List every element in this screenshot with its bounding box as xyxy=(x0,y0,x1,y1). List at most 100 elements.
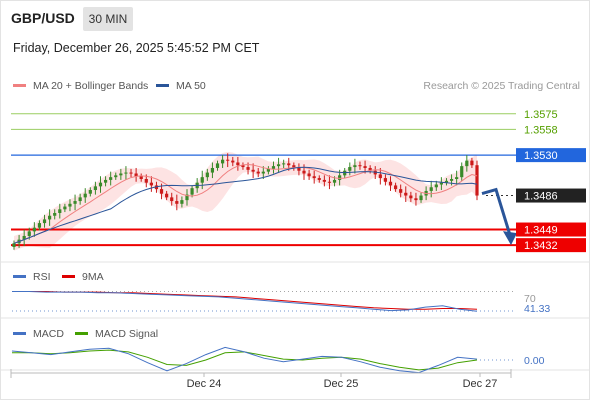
candle xyxy=(404,186,408,202)
candle-body xyxy=(12,243,16,247)
ma50-swatch xyxy=(156,84,169,87)
bollinger-bands xyxy=(14,151,477,251)
legend-label-9ma: 9MA xyxy=(82,271,104,283)
candle-body xyxy=(78,197,82,202)
candle xyxy=(205,168,209,181)
candle xyxy=(276,157,281,173)
candle-body xyxy=(119,173,123,176)
candle-body xyxy=(42,219,47,224)
candle-body xyxy=(460,166,464,178)
candle xyxy=(317,175,321,183)
candle xyxy=(465,155,469,172)
projection-arrow-line xyxy=(481,187,512,236)
candle xyxy=(470,157,474,168)
candle-body xyxy=(226,159,230,161)
rsi-last-value: 41.33 xyxy=(524,303,550,315)
candle-body xyxy=(27,231,31,236)
candle-body xyxy=(236,162,240,166)
candle-body xyxy=(388,181,393,186)
candle-body xyxy=(98,182,103,187)
level-label: 1.3449 xyxy=(524,225,558,237)
candle xyxy=(114,172,118,180)
candle-body xyxy=(170,197,174,202)
rsi-tick-70: 70 xyxy=(524,293,536,305)
candle-body xyxy=(393,185,398,190)
legend-label-macd: MACD xyxy=(33,328,64,340)
candle-body xyxy=(302,170,306,174)
level-label-box xyxy=(516,238,586,253)
candle-body xyxy=(444,180,449,183)
candle xyxy=(37,220,42,231)
candle xyxy=(236,156,240,171)
legend-label-ma20: MA 20 + Bollinger Bands xyxy=(33,80,149,92)
candle-body xyxy=(22,235,26,240)
candle xyxy=(78,193,82,205)
candle-body xyxy=(439,182,443,185)
candle-body xyxy=(53,212,57,216)
candle xyxy=(129,168,133,178)
level-label-box xyxy=(516,188,586,203)
candle xyxy=(103,176,108,187)
candle-body xyxy=(292,165,296,168)
candle-body xyxy=(144,179,148,183)
candle-body xyxy=(338,175,342,180)
candle xyxy=(42,214,47,228)
candle xyxy=(256,167,260,178)
candle xyxy=(251,163,255,179)
candle xyxy=(68,199,72,212)
candle-body xyxy=(470,160,474,166)
candle-body xyxy=(159,189,164,194)
candle xyxy=(12,240,16,250)
candle-body xyxy=(32,227,36,232)
candle-body xyxy=(434,184,438,188)
candle xyxy=(460,162,464,181)
candle-body xyxy=(68,203,72,207)
candle-body xyxy=(149,182,153,186)
candle xyxy=(53,209,57,220)
timestamp: Friday, December 26, 2025 5:45:52 PM CET xyxy=(13,41,260,55)
x-tick-label: Dec 27 xyxy=(463,378,498,390)
moving-averages xyxy=(13,163,478,244)
timeframe-button[interactable]: 30 MIN xyxy=(83,7,133,31)
research-credit: Research © 2025 Trading Central xyxy=(423,80,580,92)
candle-body xyxy=(399,189,403,193)
candle-body xyxy=(180,200,184,204)
x-tick-label: Dec 24 xyxy=(187,378,222,390)
candle-body xyxy=(449,179,454,181)
projection-arrow-head xyxy=(503,231,517,246)
candle-body xyxy=(231,160,235,163)
ma20-swatch xyxy=(13,84,26,87)
rsi-9ma-line xyxy=(12,291,478,310)
candle xyxy=(200,170,204,190)
candle-body xyxy=(266,168,270,172)
candle xyxy=(93,181,98,195)
candle-body xyxy=(185,194,189,201)
candle xyxy=(358,161,362,170)
candle xyxy=(455,170,459,186)
candle-body xyxy=(327,181,332,183)
macd-line xyxy=(11,346,478,374)
x-tick-label: Dec 25 xyxy=(324,378,359,390)
candle xyxy=(119,168,123,180)
projection-arrow xyxy=(481,187,517,246)
candle-body xyxy=(83,193,87,198)
level-labels: 1.3575 1.3558 1.3530 1.3486 1.3449 1.3432 xyxy=(516,109,586,253)
level-label: 1.3530 xyxy=(524,150,558,162)
candle xyxy=(353,158,357,174)
candle xyxy=(73,194,77,211)
candle-body xyxy=(215,163,220,168)
candle xyxy=(399,184,403,198)
candle-body xyxy=(134,173,138,177)
candle-body xyxy=(465,160,469,167)
symbol-title: GBP/USD xyxy=(11,10,75,26)
candle xyxy=(221,155,225,168)
candle xyxy=(292,162,296,171)
candle xyxy=(231,156,235,167)
legend-label-rsi: RSI xyxy=(33,271,51,283)
candle-body xyxy=(88,190,92,194)
level-label: 1.3432 xyxy=(524,240,558,252)
candle xyxy=(266,166,270,175)
candle-body xyxy=(103,179,108,183)
macd-signal-line xyxy=(12,349,478,371)
candle xyxy=(475,160,479,201)
